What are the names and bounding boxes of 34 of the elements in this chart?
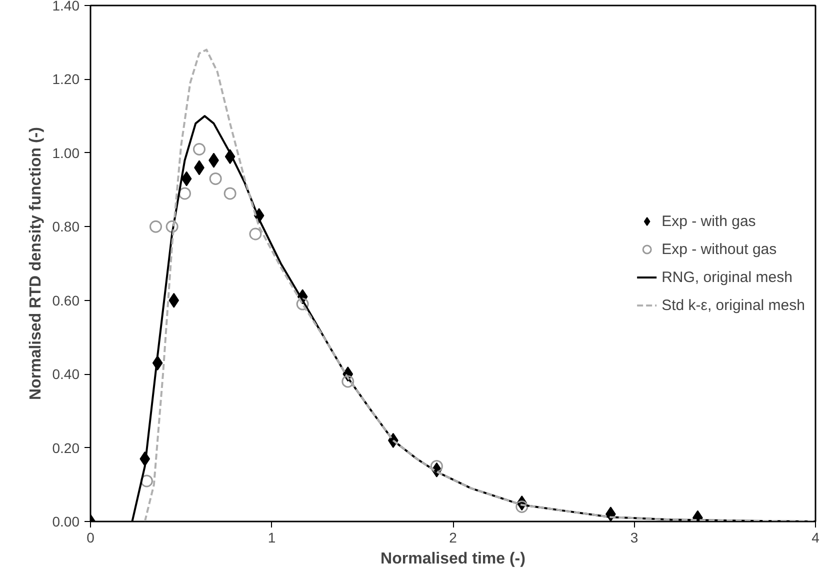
- y-tick-label: 1.20: [52, 71, 80, 88]
- y-tick-label: 0.00: [52, 514, 80, 530]
- point: [430, 460, 443, 472]
- y-tick-label: 0.80: [52, 218, 80, 235]
- point: [249, 228, 262, 240]
- y-tick-label: 0.40: [52, 366, 80, 382]
- point: [166, 220, 178, 233]
- line-series: [144, 48, 816, 522]
- x-tick-label: 0: [86, 530, 95, 546]
- point: [150, 220, 162, 233]
- point: [342, 375, 354, 388]
- point: [224, 187, 236, 200]
- legend-label: Std k-ε, original mesh: [662, 296, 805, 314]
- point: [209, 172, 222, 185]
- point: [140, 474, 153, 488]
- x-tick-label: 2: [449, 530, 458, 546]
- y-tick-label: 0.20: [52, 440, 80, 456]
- point: [181, 171, 192, 186]
- point: [168, 292, 180, 308]
- point: [296, 298, 309, 310]
- y-tick-label: 1.00: [52, 144, 80, 161]
- legend-label: Exp - without gas: [662, 240, 777, 258]
- point: [516, 500, 528, 513]
- y-tick-label: 0.60: [52, 292, 80, 308]
- point: [193, 143, 206, 156]
- x-tick-label: 4: [812, 530, 820, 546]
- point: [178, 187, 191, 200]
- x-axis-title: Normalised time (-): [380, 550, 526, 568]
- x-tick-label: 3: [630, 530, 638, 546]
- x-tick-label: 1: [268, 530, 276, 546]
- legend-label: RNG, original mesh: [662, 268, 792, 286]
- y-axis-title: Normalised RTD density function (-): [27, 127, 44, 400]
- legend-label: Exp - with gas: [662, 212, 756, 230]
- y-tick-label: 1.40: [52, 0, 80, 14]
